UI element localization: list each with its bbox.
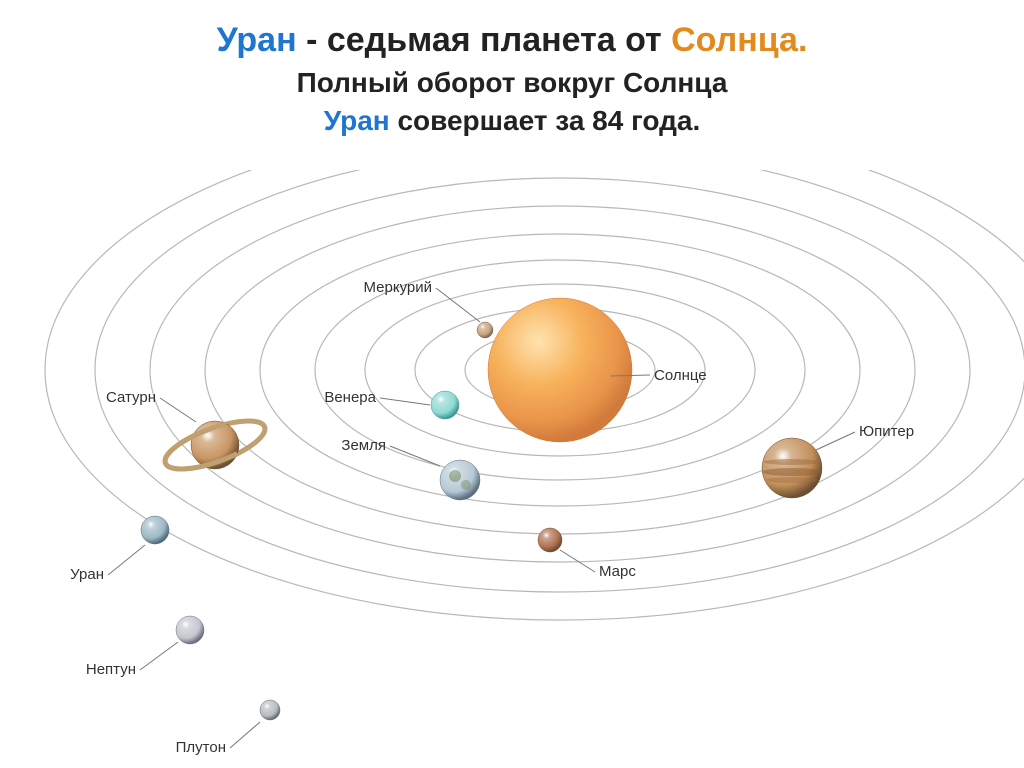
title-sun: Солнца. <box>671 21 807 59</box>
pointer-neptune <box>140 642 178 670</box>
pointer-pluto <box>230 722 260 748</box>
line1: Уран - седьмая планета от Солнца. <box>0 18 1024 64</box>
line3-uranus: Уран <box>324 105 390 136</box>
label-venus: Венера <box>324 389 376 406</box>
label-mercury: Меркурий <box>363 279 432 296</box>
sun <box>488 298 632 442</box>
planet-uranus <box>141 516 169 544</box>
jupiter-band <box>764 459 821 465</box>
pointer-jupiter <box>816 432 855 450</box>
solar-system-diagram: Солнце Меркурий Венера Земля Марс Юпитер Сатур… <box>0 170 1024 768</box>
earth-land <box>449 470 461 482</box>
label-jupiter: Юпитер <box>859 423 914 440</box>
sun-label: Солнце <box>654 367 707 384</box>
diagram-svg: Солнце Меркурий Венера Земля Марс Юпитер Сатур… <box>0 170 1024 768</box>
pointer-uranus <box>108 545 145 575</box>
line3-rest: совершает за 84 года. <box>390 105 701 136</box>
label-mars: Марс <box>599 563 636 580</box>
page: Уран - седьмая планета от Солнца. Полный… <box>0 0 1024 768</box>
planet-mercury <box>477 322 493 338</box>
heading: Уран - седьмая планета от Солнца. Полный… <box>0 0 1024 139</box>
planet-mars <box>538 528 562 552</box>
planet-earth <box>440 460 480 500</box>
planet-venus <box>431 391 459 419</box>
pointer-venus <box>380 398 430 405</box>
pointer-saturn <box>160 398 196 422</box>
line2: Полный оборот вокруг Солнца <box>0 64 1024 102</box>
label-saturn: Сатурн <box>106 389 156 406</box>
pointer-earth <box>390 446 440 466</box>
label-earth: Земля <box>341 437 386 454</box>
label-neptune: Нептун <box>86 661 136 678</box>
title-uranus: Уран <box>217 21 297 59</box>
title-mid: - седьмая планета от <box>297 21 671 59</box>
planet-pluto <box>260 700 280 720</box>
jupiter-band <box>767 477 818 483</box>
line3: Уран совершает за 84 года. <box>0 102 1024 140</box>
label-uranus: Уран <box>70 566 104 583</box>
earth-land <box>461 480 471 490</box>
label-pluto: Плутон <box>176 739 226 756</box>
jupiter-band <box>763 468 822 476</box>
planet-neptune <box>176 616 204 644</box>
